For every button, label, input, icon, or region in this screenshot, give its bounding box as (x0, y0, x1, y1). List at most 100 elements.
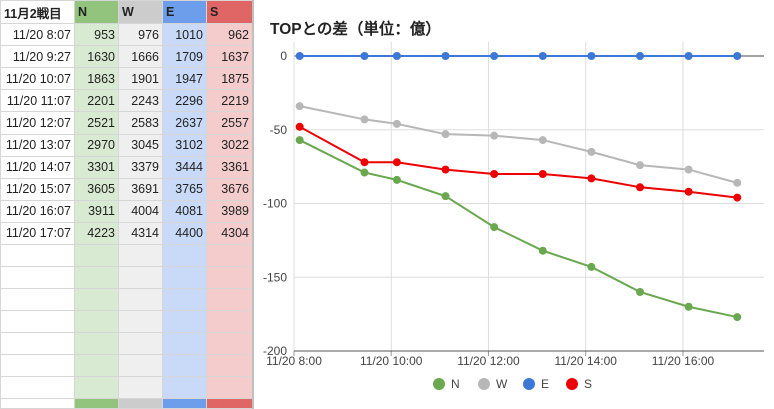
cell-n[interactable]: 953 (74, 23, 119, 47)
empty-cell[interactable] (0, 265, 75, 290)
header-w[interactable]: W (118, 0, 163, 25)
point-s (733, 193, 742, 202)
cell-s[interactable]: 1637 (206, 45, 253, 69)
cell-s[interactable]: 3676 (206, 177, 253, 201)
empty-cell[interactable] (74, 265, 119, 290)
cell-w[interactable]: 976 (118, 23, 163, 47)
empty-cell[interactable] (162, 265, 207, 290)
empty-cell[interactable] (74, 310, 119, 334)
cell-w[interactable]: 2243 (118, 89, 163, 113)
empty-cell[interactable] (0, 243, 75, 267)
cell-w[interactable]: 4004 (118, 199, 163, 223)
empty-cell[interactable] (118, 265, 163, 290)
cell-s[interactable]: 1875 (206, 67, 253, 91)
cell-n[interactable]: 3605 (74, 177, 119, 201)
cell-time[interactable]: 11/20 11:07 (0, 89, 75, 113)
empty-cell[interactable] (206, 354, 253, 378)
x-tick-label: 11/20 14:00 (554, 354, 617, 368)
empty-cell[interactable] (206, 265, 253, 290)
cell-e[interactable]: 1709 (162, 45, 207, 69)
cell-n[interactable]: 3911 (74, 199, 119, 223)
cell-w[interactable]: 1901 (118, 67, 163, 91)
header-time[interactable]: 11月2戦目 (0, 0, 75, 25)
cell-w[interactable]: 3691 (118, 177, 163, 201)
header-n[interactable]: N (74, 0, 119, 25)
empty-cell[interactable] (206, 332, 253, 356)
cell-w[interactable]: 3379 (118, 155, 163, 179)
cell-e[interactable]: 4081 (162, 199, 207, 223)
cell-time[interactable]: 11/20 13:07 (0, 133, 75, 157)
cell-time[interactable]: 11/20 17:07 (0, 221, 75, 245)
cell-n[interactable]: 4223 (74, 221, 119, 245)
header-e[interactable]: E (162, 0, 207, 25)
cell-n[interactable]: 2201 (74, 89, 119, 113)
cell-e[interactable]: 3102 (162, 133, 207, 157)
cell-e[interactable]: 4400 (162, 221, 207, 245)
empty-cell[interactable] (0, 376, 75, 400)
empty-cell[interactable] (118, 243, 163, 267)
cell-s[interactable]: 3022 (206, 133, 253, 157)
empty-cell[interactable] (0, 354, 75, 378)
cell-time[interactable]: 11/20 15:07 (0, 177, 75, 201)
empty-cell[interactable] (118, 354, 163, 378)
cell-time[interactable]: 11/20 9:27 (0, 45, 75, 69)
cell-s[interactable]: 3361 (206, 155, 253, 179)
point-n (392, 175, 401, 184)
empty-cell[interactable] (0, 288, 75, 312)
cell-s[interactable]: 2219 (206, 89, 253, 113)
cell-s[interactable]: 4304 (206, 221, 253, 245)
empty-cell[interactable] (206, 310, 253, 334)
cell-w[interactable]: 1666 (118, 45, 163, 69)
empty-cell[interactable] (118, 332, 163, 356)
empty-cell[interactable] (74, 376, 119, 400)
empty-cell[interactable] (74, 243, 119, 267)
cell-time[interactable]: 11/20 16:07 (0, 199, 75, 223)
cell-n[interactable]: 2970 (74, 133, 119, 157)
cell-time[interactable]: 11/20 12:07 (0, 111, 75, 135)
sheet-divider[interactable] (252, 0, 254, 409)
y-tick-label: -200 (263, 344, 287, 358)
empty-cell[interactable] (0, 332, 75, 356)
cell-s[interactable]: 2557 (206, 111, 253, 135)
empty-cell[interactable] (206, 288, 253, 312)
empty-cell[interactable] (118, 310, 163, 334)
point-n (295, 136, 304, 145)
footer-cell (0, 398, 75, 409)
empty-cell[interactable] (162, 243, 207, 267)
x-tick-label: 11/20 12:00 (457, 354, 520, 368)
empty-cell[interactable] (74, 288, 119, 312)
empty-cell[interactable] (206, 243, 253, 267)
empty-cell[interactable] (162, 332, 207, 356)
empty-cell[interactable] (162, 288, 207, 312)
header-s[interactable]: S (206, 0, 253, 25)
empty-cell[interactable] (118, 376, 163, 400)
empty-cell[interactable] (118, 288, 163, 312)
cell-n[interactable]: 1630 (74, 45, 119, 69)
cell-time[interactable]: 11/20 8:07 (0, 23, 75, 47)
cell-s[interactable]: 3989 (206, 199, 253, 223)
empty-cell[interactable] (206, 376, 253, 400)
empty-cell[interactable] (162, 354, 207, 378)
cell-e[interactable]: 1010 (162, 23, 207, 47)
table-row: 11/20 10:07 1863 1901 1947 1875 (0, 67, 253, 91)
cell-n[interactable]: 1863 (74, 67, 119, 91)
cell-e[interactable]: 2637 (162, 111, 207, 135)
cell-w[interactable]: 3045 (118, 133, 163, 157)
cell-n[interactable]: 2521 (74, 111, 119, 135)
cell-w[interactable]: 2583 (118, 111, 163, 135)
empty-cell[interactable] (74, 354, 119, 378)
empty-cell[interactable] (74, 332, 119, 356)
cell-s[interactable]: 962 (206, 23, 253, 47)
empty-cell[interactable] (162, 310, 207, 334)
cell-e[interactable]: 1947 (162, 67, 207, 91)
y-tick-label: -100 (263, 197, 287, 211)
cell-time[interactable]: 11/20 14:07 (0, 155, 75, 179)
cell-e[interactable]: 3444 (162, 155, 207, 179)
cell-n[interactable]: 3301 (74, 155, 119, 179)
empty-cell[interactable] (0, 310, 75, 334)
cell-time[interactable]: 11/20 10:07 (0, 67, 75, 91)
empty-cell[interactable] (162, 376, 207, 400)
cell-e[interactable]: 2296 (162, 89, 207, 113)
cell-e[interactable]: 3765 (162, 177, 207, 201)
cell-w[interactable]: 4314 (118, 221, 163, 245)
